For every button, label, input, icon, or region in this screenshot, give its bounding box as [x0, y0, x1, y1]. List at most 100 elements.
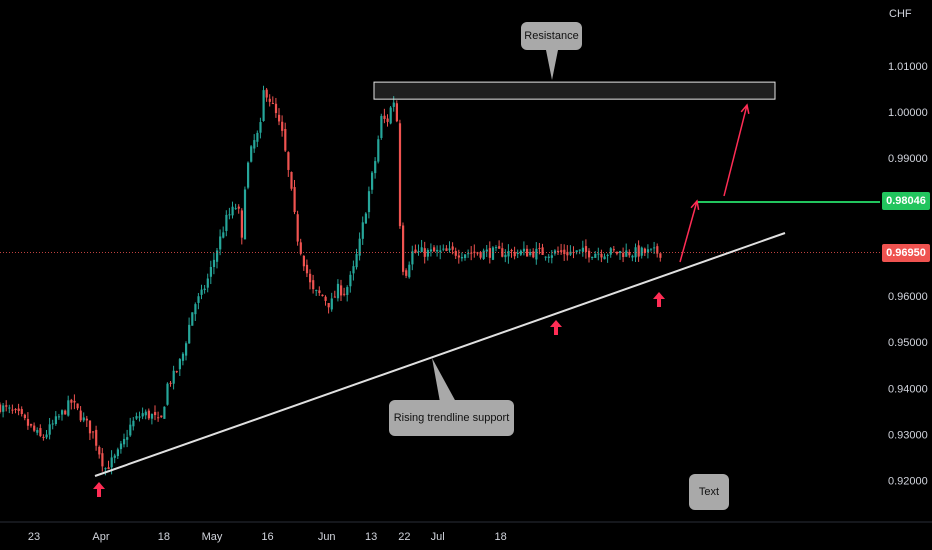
- candle: [33, 422, 36, 433]
- resistance-zone[interactable]: [373, 81, 776, 100]
- candle: [352, 260, 355, 281]
- time-tick-label: 16: [261, 531, 273, 543]
- candle: [349, 271, 352, 293]
- candle: [619, 250, 622, 260]
- price-tick-label: 0.95000: [888, 337, 928, 349]
- candle: [88, 420, 92, 441]
- candle: [482, 248, 485, 260]
- candle: [20, 406, 23, 417]
- candle: [197, 293, 200, 310]
- candle: [529, 248, 532, 257]
- candle: [228, 207, 231, 220]
- candle: [82, 412, 85, 423]
- candle: [498, 240, 501, 249]
- time-tick-label: Jul: [431, 531, 445, 543]
- candle: [14, 408, 17, 414]
- candle: [340, 279, 343, 302]
- candle: [287, 151, 290, 177]
- candle: [377, 135, 380, 164]
- candle: [541, 243, 544, 255]
- candle: [203, 285, 206, 294]
- candle: [615, 251, 619, 256]
- candle: [460, 252, 464, 262]
- candle: [355, 248, 358, 270]
- price-tick-label: 0.93000: [888, 429, 928, 441]
- candle: [5, 400, 8, 412]
- candle: [256, 130, 259, 148]
- candle: [274, 97, 278, 118]
- candle: [631, 254, 634, 262]
- candle: [61, 409, 64, 421]
- candle: [216, 247, 219, 269]
- candle: [591, 256, 594, 261]
- candle: [659, 253, 662, 262]
- candle: [163, 406, 166, 419]
- candle: [126, 429, 129, 448]
- candle: [250, 145, 253, 163]
- candle: [361, 216, 364, 245]
- candle: [8, 404, 11, 414]
- candle: [222, 226, 225, 239]
- candle: [346, 285, 349, 302]
- candle: [646, 244, 650, 259]
- candle: [138, 411, 141, 422]
- candle: [336, 279, 340, 302]
- candle: [650, 248, 653, 252]
- price-axis[interactable]: 1.01000 1.00000 0.99000 0.96000 0.95000 0.940…: [880, 0, 932, 550]
- time-tick-label: Apr: [92, 531, 109, 543]
- candle: [2, 403, 5, 418]
- candle: [200, 284, 203, 300]
- candle: [70, 398, 73, 410]
- price-tick-label: 0.96000: [888, 291, 928, 303]
- candle: [526, 245, 529, 257]
- candle: [85, 415, 88, 427]
- candle: [259, 117, 262, 139]
- candle: [281, 115, 284, 137]
- price-tick-label: 1.00000: [888, 107, 928, 119]
- text-callout[interactable]: Text: [689, 474, 729, 510]
- candle: [464, 253, 467, 261]
- candle: [433, 245, 436, 252]
- resistance-callout-pointer: [546, 50, 558, 80]
- candle: [51, 419, 54, 430]
- candle: [507, 244, 510, 264]
- candle: [597, 247, 600, 261]
- candle: [26, 412, 30, 430]
- support-trendline[interactable]: [94, 232, 786, 477]
- candle: [640, 246, 643, 259]
- projection-arrow-up-1: [679, 199, 700, 263]
- candle: [209, 260, 212, 285]
- support-callout[interactable]: Rising trendline support: [389, 400, 514, 436]
- candle: [445, 245, 448, 252]
- candle: [535, 242, 538, 265]
- candle: [296, 210, 299, 246]
- candle: [411, 245, 414, 271]
- candle: [426, 248, 429, 261]
- candle: [116, 447, 119, 460]
- candle: [318, 286, 321, 296]
- candle: [172, 365, 175, 390]
- candle: [374, 157, 377, 179]
- candle: [36, 427, 39, 436]
- candle: [231, 201, 234, 219]
- time-axis[interactable]: 23 Apr 18 May 16 Jun 13 22 Jul 18: [0, 521, 932, 543]
- candle: [321, 294, 324, 297]
- candle: [132, 417, 135, 431]
- candle: [634, 243, 637, 262]
- axis-currency-label: CHF: [889, 8, 912, 20]
- candle: [622, 247, 625, 263]
- candle: [606, 253, 609, 263]
- support-callout-pointer: [432, 358, 456, 402]
- candle: [343, 287, 346, 297]
- candle: [600, 249, 603, 263]
- candle: [467, 249, 470, 258]
- candle: [76, 403, 79, 411]
- candle: [501, 242, 504, 258]
- candle: [643, 247, 646, 257]
- time-tick-label: 22: [398, 531, 410, 543]
- resistance-callout[interactable]: Resistance: [521, 22, 582, 50]
- candle: [439, 245, 442, 260]
- candle: [485, 244, 488, 258]
- candle: [628, 249, 631, 258]
